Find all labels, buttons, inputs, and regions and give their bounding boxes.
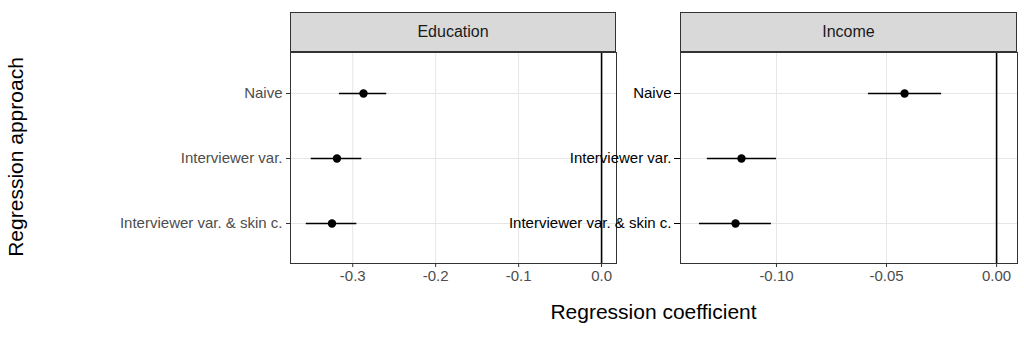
svg-text:Naive: Naive [244,84,282,101]
svg-text:Interviewer var.: Interviewer var. [181,149,283,166]
svg-text:0.0: 0.0 [591,267,612,284]
svg-text:-0.3: -0.3 [340,267,366,284]
svg-text:0.00: 0.00 [982,267,1011,284]
svg-text:-0.05: -0.05 [869,267,903,284]
svg-text:Interviewer var. & skin c.: Interviewer var. & skin c. [509,214,672,231]
html-text:Regression approach: Regression approach [4,56,27,257]
svg-text:Interviewer var.: Interviewer var. [570,149,672,166]
svg-text:-0.1: -0.1 [506,267,532,284]
html-text:Regression coefficient: Regression coefficient [550,300,757,323]
svg-text:Naive: Naive [633,84,671,101]
html-text:Income: Income [822,23,875,40]
html-text:Education: Education [417,23,489,40]
svg-text:-0.10: -0.10 [759,267,793,284]
svg-text:-0.2: -0.2 [423,267,449,284]
svg-text:Interviewer var. & skin c.: Interviewer var. & skin c. [120,214,283,231]
